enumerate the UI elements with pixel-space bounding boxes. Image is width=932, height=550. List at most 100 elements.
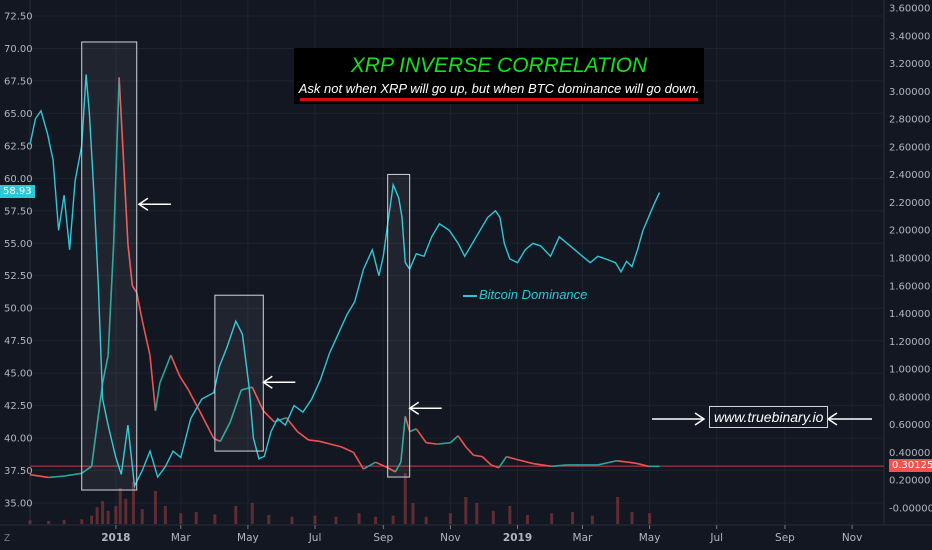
xrp-segment xyxy=(449,435,459,444)
xrp-segment xyxy=(219,421,232,442)
legend-label: Bitcoin Dominance xyxy=(479,287,588,302)
xrp-segment xyxy=(330,443,342,448)
xrp-segment xyxy=(409,428,417,433)
right-tick-label: 1.40000 xyxy=(889,309,930,320)
legend-bitcoin-dominance: Bitcoin Dominance xyxy=(463,287,587,302)
right-tick-label: 2.80000 xyxy=(889,115,930,126)
xrp-segment xyxy=(251,386,265,412)
xrp-segment xyxy=(229,389,243,423)
volume-bar xyxy=(118,488,122,524)
xrp-segment xyxy=(457,435,467,448)
right-tick-label: 0.20000 xyxy=(889,476,930,487)
volume-bar xyxy=(124,498,128,524)
x-tick-label: Mar xyxy=(573,532,593,544)
right-tick-label: 2.40000 xyxy=(889,170,930,181)
left-arrow-icon xyxy=(261,375,296,389)
right-tick-label: 0.80000 xyxy=(889,392,930,403)
left-tick-label: 67.50 xyxy=(4,76,33,87)
x-tick-label: May xyxy=(237,532,259,544)
xrp-segment xyxy=(308,439,320,443)
xrp-segment xyxy=(135,292,144,321)
xrp-segment xyxy=(363,461,376,470)
xrp-segment xyxy=(394,461,402,473)
xrp-segment xyxy=(122,160,129,245)
xrp-segment xyxy=(262,410,275,423)
highlight-box xyxy=(214,294,264,452)
right-tick-label: 3.20000 xyxy=(889,59,930,70)
volume-bar xyxy=(95,507,99,524)
btc-dominance-line xyxy=(29,74,661,489)
volume-bar xyxy=(213,514,217,524)
xrp-segment xyxy=(198,410,215,439)
xrp-segment xyxy=(101,355,109,384)
volume-bar xyxy=(194,512,198,524)
left-tick-label: 72.50 xyxy=(4,12,33,23)
right-tick-label: 1.00000 xyxy=(889,365,930,376)
volume-bar xyxy=(267,515,271,524)
x-tick-label: 2018 xyxy=(101,532,130,544)
volume-bar xyxy=(448,513,452,524)
left-arrow-icon xyxy=(826,412,872,426)
volume-bar xyxy=(47,521,51,524)
xrp-segment xyxy=(375,461,389,469)
volume-bar xyxy=(648,513,652,524)
xrp-segment xyxy=(107,244,115,356)
left-tick-label: 42.50 xyxy=(4,401,33,412)
volume-bar xyxy=(491,510,495,524)
xrp-segment xyxy=(400,416,407,463)
left-arrow-icon xyxy=(137,197,171,211)
xrp-segment xyxy=(296,430,309,441)
xrp-segment xyxy=(532,462,552,468)
left-tick-label: 40.00 xyxy=(4,434,33,445)
right-tick-label: 1.80000 xyxy=(889,254,930,265)
right-tick-label: 0.40000 xyxy=(889,448,930,459)
right-current-value-tag: 0.30125 xyxy=(889,459,932,473)
right-tick-label: 2.60000 xyxy=(889,142,930,153)
xrp-segment xyxy=(490,464,500,469)
xrp-segment xyxy=(628,461,638,465)
xrp-segment xyxy=(597,459,617,466)
xrp-segment xyxy=(178,375,190,391)
xrp-segment xyxy=(387,467,396,473)
left-tick-label: 62.50 xyxy=(4,141,33,152)
xrp-segment xyxy=(415,428,427,444)
xrp-segment xyxy=(154,382,161,411)
volume-bar xyxy=(179,513,183,524)
left-tick-label: 45.00 xyxy=(4,369,33,380)
volume-bar xyxy=(424,516,428,524)
left-tick-label: 57.50 xyxy=(4,206,33,217)
xrp-segment xyxy=(118,77,125,161)
left-tick-label: 52.50 xyxy=(4,271,33,282)
xrp-segment xyxy=(616,459,629,463)
xrp-segment xyxy=(352,452,365,470)
left-tick-label: 50.00 xyxy=(4,304,33,315)
right-arrow-icon xyxy=(652,412,706,426)
volume-bar xyxy=(62,519,66,524)
volume-bar xyxy=(290,516,294,524)
xrp-segment xyxy=(159,354,172,384)
x-tick-label: 2019 xyxy=(503,532,532,544)
xrp-segment xyxy=(112,77,120,245)
volume-bar xyxy=(403,473,407,524)
x-tick-label: Sep xyxy=(775,532,795,544)
volume-bar xyxy=(464,497,468,524)
title-banner: XRP INVERSE CORRELATION Ask not when XRP… xyxy=(294,48,704,104)
xrp-segment xyxy=(90,424,98,467)
x-tick-label: Nov xyxy=(440,532,461,544)
volume-bar xyxy=(106,510,110,524)
left-tick-label: 60.00 xyxy=(4,174,33,185)
left-tick-label: 35.00 xyxy=(4,499,33,510)
x-tick-label: Sep xyxy=(373,532,393,544)
xrp-segment xyxy=(131,285,138,294)
x-tick-label: Jul xyxy=(709,532,723,544)
xrp-segment xyxy=(506,455,517,461)
legend-swatch xyxy=(463,294,477,297)
volume-bar xyxy=(234,506,238,524)
xrp-segment xyxy=(187,389,201,412)
left-tick-label: 37.50 xyxy=(4,466,33,477)
volume-bar xyxy=(131,482,135,524)
left-tick-label: 65.00 xyxy=(4,109,33,120)
xrp-segment xyxy=(551,464,568,468)
xrp-segment xyxy=(319,440,331,445)
